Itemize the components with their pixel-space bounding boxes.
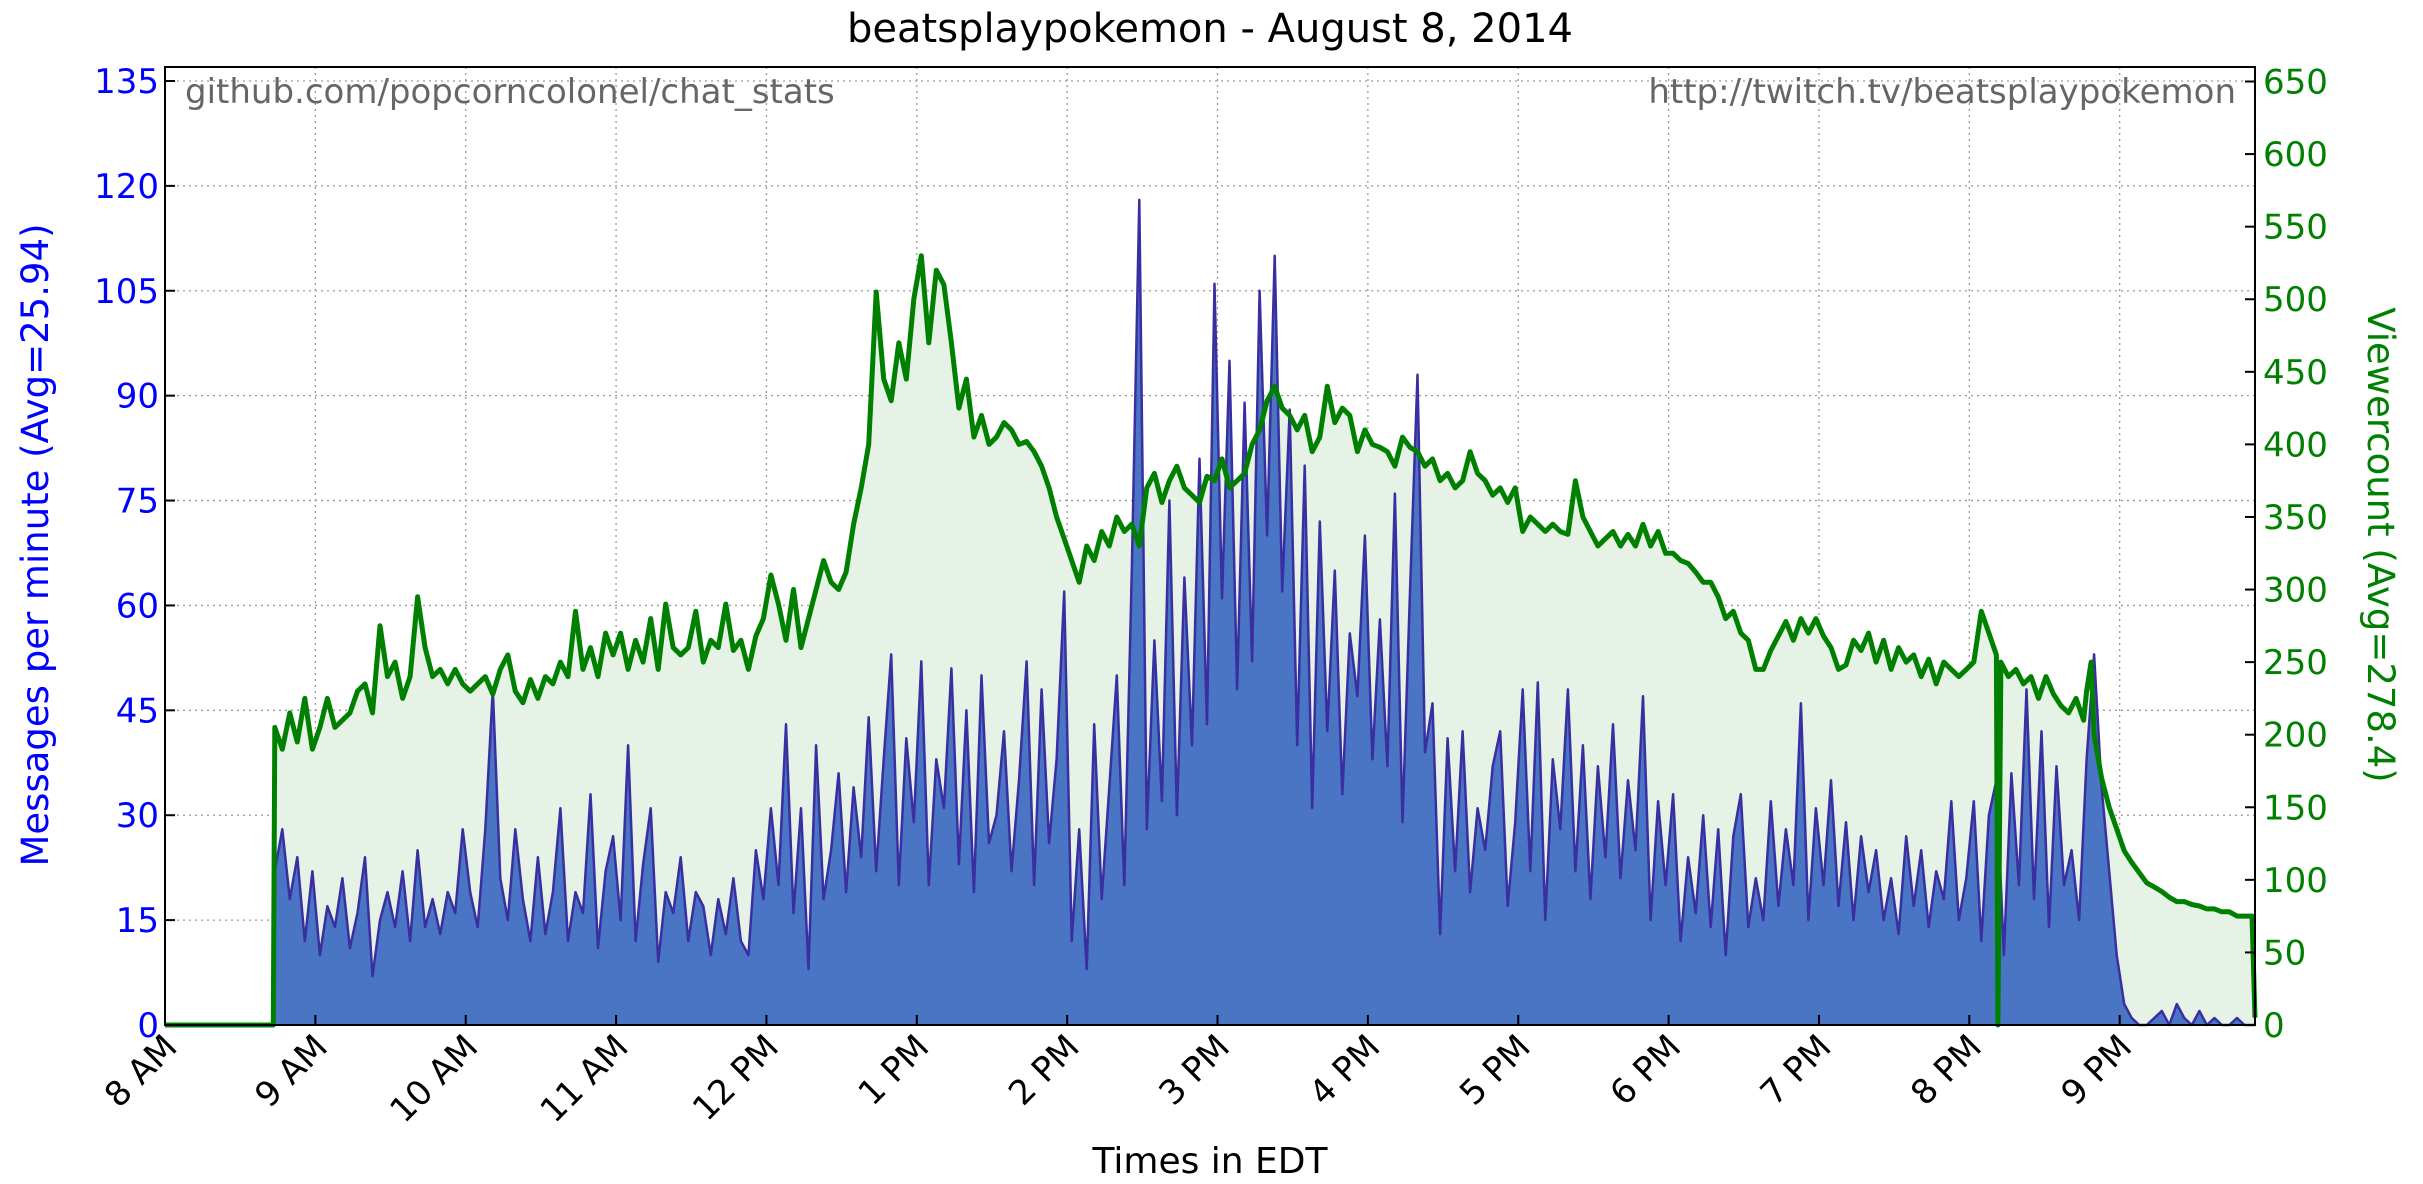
viewers-line: [165, 253, 2258, 1028]
x-tick-label: 10 AM: [382, 1027, 486, 1131]
left-y-tick-label: 60: [116, 586, 159, 626]
plot-frame: [164, 66, 2256, 1026]
left-y-tick-label: 30: [116, 796, 159, 836]
right-y-tick-label: 350: [2263, 498, 2328, 538]
x-tick-label: 9 AM: [247, 1027, 335, 1115]
right-y-tick-label: 50: [2263, 933, 2306, 973]
x-tick-label: 5 PM: [1452, 1027, 1538, 1113]
right-y-tick-label: 150: [2263, 788, 2328, 828]
right-y-tick-label: 550: [2263, 208, 2328, 248]
left-y-axis: 0 15 30 45 60 75 90 105 120 135: [94, 62, 175, 1046]
chart-title: beatsplaypokemon - August 8, 2014: [847, 6, 1573, 52]
right-y-tick-label: 450: [2263, 353, 2328, 393]
right-y-tick-label: 300: [2263, 571, 2328, 611]
watermark-left: github.com/popcorncolonel/chat_stats: [185, 72, 835, 112]
right-y-axis: 0 50 100 150 200 250 300 350 400 450 500 550 600 650: [2245, 63, 2328, 1046]
right-y-tick-label: 600: [2263, 135, 2328, 175]
left-y-tick-label: 15: [116, 901, 159, 941]
x-tick-label: 3 PM: [1151, 1027, 1237, 1113]
left-y-tick-label: 0: [137, 1006, 159, 1046]
right-y-tick-label: 200: [2263, 716, 2328, 756]
right-y-tick-label: 400: [2263, 425, 2328, 465]
left-y-tick-label: 90: [116, 377, 159, 417]
right-y-axis-label: Viewercount (Avg=278.4): [2359, 307, 2402, 782]
right-y-tick-label: 500: [2263, 280, 2328, 320]
messages-line: [165, 198, 2255, 1027]
right-y-tick-label: 650: [2263, 63, 2328, 103]
x-axis-label: Times in EDT: [1091, 1141, 1328, 1182]
left-y-tick-label: 135: [94, 62, 159, 102]
watermark-right: http://twitch.tv/beatsplaypokemon: [1648, 72, 2236, 112]
right-y-tick-label: 250: [2263, 643, 2328, 683]
x-tick-label: 8 PM: [1903, 1027, 1989, 1113]
x-tick-label: 11 AM: [533, 1027, 637, 1131]
x-tick-label: 6 PM: [1602, 1027, 1688, 1113]
x-tick-label: 12 PM: [685, 1027, 787, 1129]
left-y-tick-label: 120: [94, 167, 159, 207]
x-tick-label: 1 PM: [851, 1027, 937, 1113]
left-y-tick-label: 45: [116, 691, 159, 731]
right-y-tick-label: 100: [2263, 861, 2328, 901]
x-tick-label: 7 PM: [1753, 1027, 1839, 1113]
left-y-tick-label: 105: [94, 272, 159, 312]
x-axis: 8 AM 9 AM 10 AM 11 AM 12 PM 1 PM 2 PM 3 PM 4 PM 5…: [97, 1015, 2140, 1131]
x-tick-label: 2 PM: [1001, 1027, 1087, 1113]
left-y-tick-label: 75: [116, 482, 159, 522]
left-y-axis-label: Messages per minute (Avg=25.94): [14, 223, 57, 866]
x-tick-label: 9 PM: [2054, 1027, 2140, 1113]
right-y-tick-label: 0: [2263, 1006, 2285, 1046]
x-tick-label: 4 PM: [1302, 1027, 1388, 1113]
